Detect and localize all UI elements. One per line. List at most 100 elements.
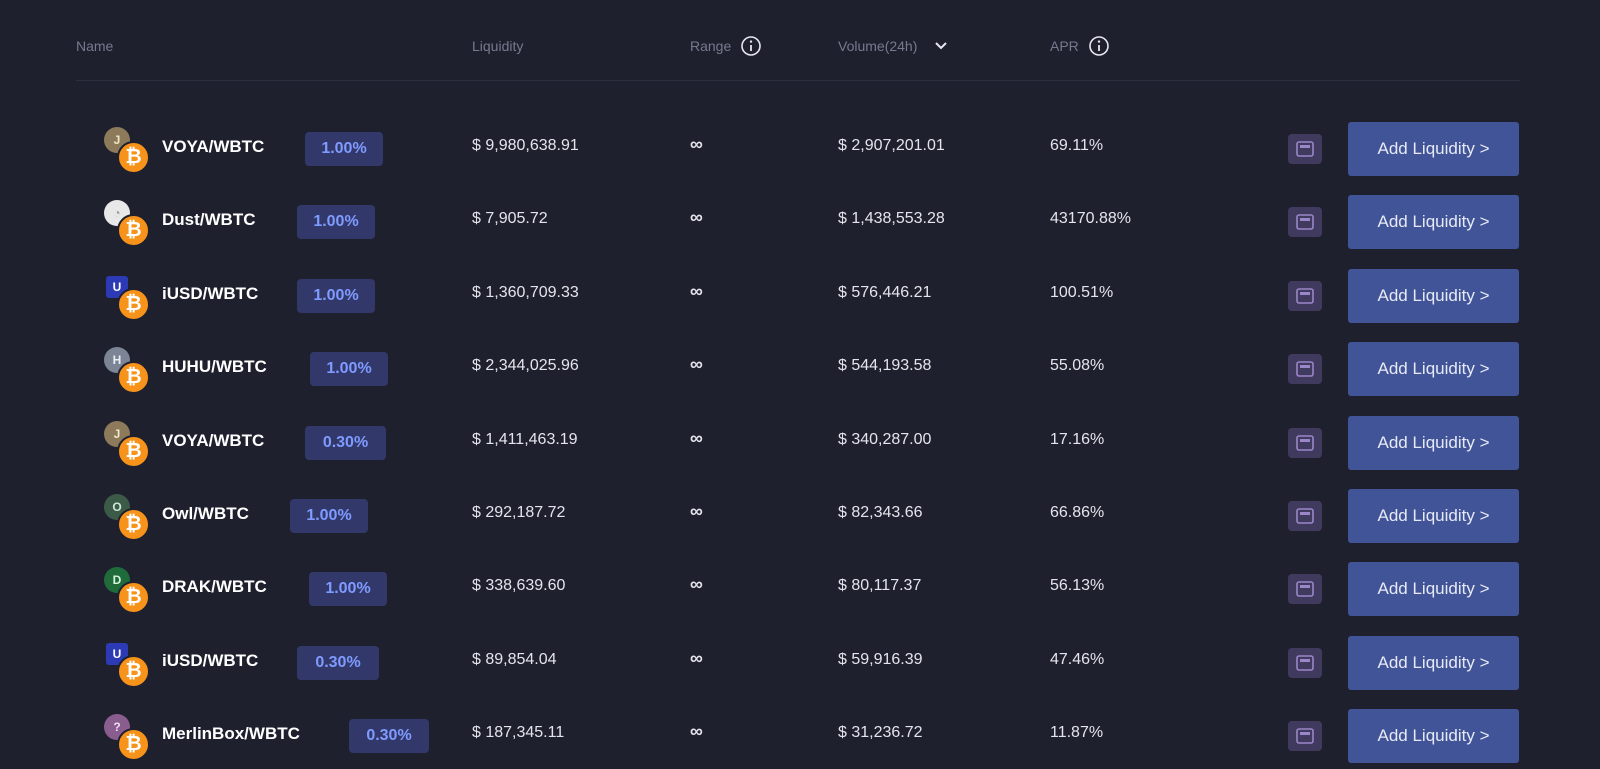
- bitcoin-icon: ₿: [117, 361, 150, 394]
- table-row[interactable]: J ₿ VOYA/WBTC 1.00% $ 9,980,638.91 ∞ $ 2…: [0, 122, 1600, 176]
- pair-name: Owl/WBTC: [162, 504, 249, 523]
- pair-icons: D ₿: [104, 567, 152, 615]
- apr-value: 47.46%: [1050, 651, 1105, 668]
- table-row[interactable]: ? ₿ MerlinBox/WBTC 0.30% $ 187,345.11 ∞ …: [0, 709, 1600, 763]
- pair-icons: U ₿: [104, 641, 152, 689]
- volume-value: $ 544,193.58: [838, 357, 932, 374]
- add-liquidity-button[interactable]: Add Liquidity >: [1348, 195, 1519, 249]
- volume-value: $ 2,907,201.01: [838, 137, 945, 154]
- calculator-icon[interactable]: [1288, 354, 1322, 384]
- add-liquidity-button[interactable]: Add Liquidity >: [1348, 709, 1519, 763]
- bitcoin-icon: ₿: [117, 435, 150, 468]
- liquidity-value: $ 1,411,463.19: [472, 431, 578, 448]
- apr-value: 11.87%: [1050, 724, 1104, 741]
- table-row[interactable]: U ₿ iUSD/WBTC 0.30% $ 89,854.04 ∞ $ 59,9…: [0, 636, 1600, 690]
- volume-value: $ 82,343.66: [838, 504, 923, 521]
- range-value: ∞: [690, 574, 703, 594]
- bitcoin-icon: ₿: [117, 214, 150, 247]
- liquidity-value: $ 1,360,709.33: [472, 284, 579, 301]
- bitcoin-icon: ₿: [117, 508, 150, 541]
- range-value: ∞: [690, 428, 703, 448]
- liquidity-value: $ 338,639.60: [472, 577, 566, 594]
- calculator-icon[interactable]: [1288, 648, 1322, 678]
- pair-icons: U ₿: [104, 274, 152, 322]
- pair-icons: J ₿: [104, 127, 152, 175]
- calculator-icon[interactable]: [1288, 501, 1322, 531]
- volume-value: $ 1,438,553.28: [838, 210, 945, 227]
- volume-value: $ 80,117.37: [838, 577, 922, 594]
- pair-icons: H ₿: [104, 347, 152, 395]
- fee-badge: 0.30%: [349, 719, 429, 753]
- fee-badge: 1.00%: [290, 499, 368, 533]
- apr-info-icon[interactable]: [1088, 36, 1109, 56]
- pair-name: Dust/WBTC: [162, 210, 256, 229]
- pair-name: VOYA/WBTC: [162, 431, 265, 450]
- volume-value: $ 340,287.00: [838, 431, 932, 448]
- pair-name: DRAK/WBTC: [162, 577, 267, 596]
- pair-name: iUSD/WBTC: [162, 284, 259, 303]
- fee-badge: 1.00%: [309, 572, 387, 606]
- header-liquidity-label: Liquidity: [472, 38, 524, 54]
- volume-value: $ 576,446.21: [838, 284, 932, 301]
- calculator-icon[interactable]: [1288, 574, 1322, 604]
- voya-token-icon: J: [104, 127, 130, 153]
- liquidity-value: $ 2,344,025.96: [472, 357, 579, 374]
- volume-value: $ 59,916.39: [838, 651, 923, 668]
- add-liquidity-button[interactable]: Add Liquidity >: [1348, 636, 1519, 690]
- range-value: ∞: [690, 721, 703, 741]
- add-liquidity-button[interactable]: Add Liquidity >: [1348, 489, 1519, 543]
- fee-badge: 0.30%: [305, 426, 386, 460]
- calculator-icon[interactable]: [1288, 281, 1322, 311]
- table-row[interactable]: U ₿ iUSD/WBTC 1.00% $ 1,360,709.33 ∞ $ 5…: [0, 269, 1600, 323]
- fee-badge: 1.00%: [297, 279, 375, 313]
- fee-badge: 0.30%: [297, 646, 379, 680]
- range-info-icon[interactable]: [741, 36, 762, 56]
- bitcoin-icon: ₿: [117, 141, 150, 174]
- volume-value: $ 31,236.72: [838, 724, 923, 741]
- table-header: Name Liquidity Range Volume(24h): [76, 24, 1520, 81]
- table-row[interactable]: O ₿ Owl/WBTC 1.00% $ 292,187.72 ∞ $ 82,3…: [0, 489, 1600, 543]
- calculator-icon[interactable]: [1288, 428, 1322, 458]
- header-range: Range: [690, 34, 762, 58]
- liquidity-value: $ 187,345.11: [472, 724, 565, 741]
- apr-value: 17.16%: [1050, 431, 1105, 448]
- apr-value: 43170.88%: [1050, 210, 1131, 227]
- add-liquidity-button[interactable]: Add Liquidity >: [1348, 342, 1519, 396]
- table-row[interactable]: D ₿ DRAK/WBTC 1.00% $ 338,639.60 ∞ $ 80,…: [0, 562, 1600, 616]
- range-value: ∞: [690, 207, 703, 227]
- apr-value: 100.51%: [1050, 284, 1114, 301]
- calculator-icon[interactable]: [1288, 207, 1322, 237]
- pair-name: HUHU/WBTC: [162, 357, 267, 376]
- add-liquidity-button[interactable]: Add Liquidity >: [1348, 562, 1519, 616]
- range-value: ∞: [690, 501, 703, 521]
- liquidity-value: $ 9,980,638.91: [472, 137, 579, 154]
- pair-icons: ◔ ₿: [104, 200, 152, 248]
- apr-value: 66.86%: [1050, 504, 1105, 521]
- calculator-icon[interactable]: [1288, 721, 1322, 751]
- pair-name: VOYA/WBTC: [162, 137, 265, 156]
- header-range-label: Range: [690, 38, 732, 54]
- fee-badge: 1.00%: [310, 352, 388, 386]
- pair-icons: O ₿: [104, 494, 152, 542]
- table-row[interactable]: J ₿ VOYA/WBTC 0.30% $ 1,411,463.19 ∞ $ 3…: [0, 416, 1600, 470]
- bitcoin-icon: ₿: [117, 288, 150, 321]
- fee-badge: 1.00%: [297, 205, 375, 239]
- table-row[interactable]: H ₿ HUHU/WBTC 1.00% $ 2,344,025.96 ∞ $ 5…: [0, 342, 1600, 396]
- header-liquidity: Liquidity: [472, 34, 523, 58]
- table-row[interactable]: ◔ ₿ Dust/WBTC 1.00% $ 7,905.72 ∞ $ 1,438…: [0, 195, 1600, 249]
- add-liquidity-button[interactable]: Add Liquidity >: [1348, 122, 1519, 176]
- add-liquidity-button[interactable]: Add Liquidity >: [1348, 269, 1519, 323]
- liquidity-value: $ 89,854.04: [472, 651, 557, 668]
- bitcoin-icon: ₿: [117, 655, 150, 688]
- apr-value: 69.11%: [1050, 137, 1104, 154]
- bitcoin-icon: ₿: [117, 728, 150, 761]
- chevron-down-icon[interactable]: [933, 38, 949, 54]
- range-value: ∞: [690, 648, 703, 668]
- pair-icons: ? ₿: [104, 714, 152, 762]
- bitcoin-icon: ₿: [117, 581, 150, 614]
- add-liquidity-button[interactable]: Add Liquidity >: [1348, 416, 1519, 470]
- header-volume[interactable]: Volume(24h): [838, 34, 949, 58]
- calculator-icon[interactable]: [1288, 134, 1322, 164]
- header-name: Name: [76, 34, 113, 58]
